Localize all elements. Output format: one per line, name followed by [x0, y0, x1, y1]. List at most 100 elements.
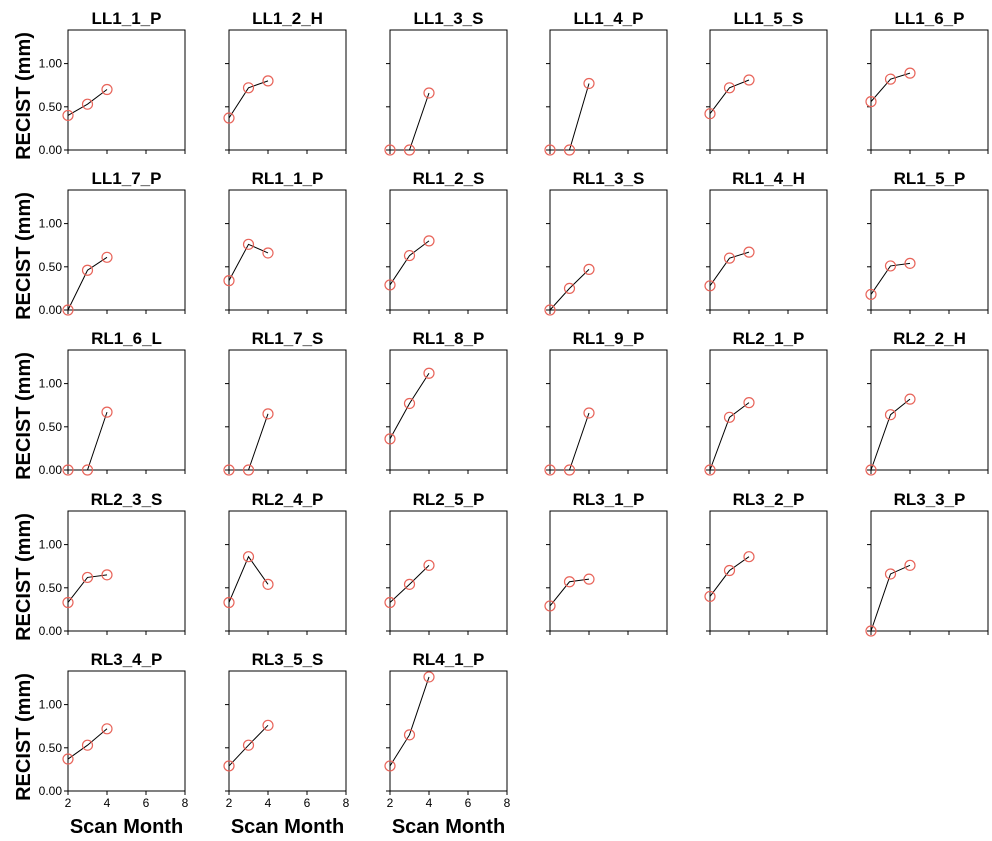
- panel-frame: [709, 189, 828, 311]
- panel-title: LL1_7_P: [92, 169, 162, 188]
- data-point: [62, 596, 74, 609]
- panel-frame: [67, 670, 186, 792]
- series-line: [228, 724, 269, 767]
- panel-title: RL1_8_P: [413, 329, 485, 348]
- data-point: [81, 264, 94, 276]
- panel-title: RL3_5_S: [252, 650, 324, 669]
- y-tick-label: 0.50: [39, 260, 63, 274]
- data-point: [101, 251, 113, 263]
- x-tick-label: 4: [265, 796, 272, 810]
- data-point: [223, 464, 235, 476]
- panel-title: RL4_1_P: [413, 650, 485, 669]
- data-point: [223, 112, 235, 124]
- panel-frame: [549, 189, 668, 311]
- data-point: [81, 739, 94, 751]
- data-point: [423, 235, 435, 247]
- panel-title: RL1_9_P: [573, 329, 645, 348]
- series-line: [549, 578, 590, 607]
- data-point: [242, 464, 255, 476]
- data-point: [101, 723, 113, 735]
- x-tick-label: 4: [104, 796, 111, 810]
- data-point: [403, 729, 416, 741]
- data-point: [81, 98, 94, 110]
- data-point: [865, 464, 877, 476]
- data-point: [583, 573, 595, 585]
- data-point: [62, 304, 74, 316]
- series-line: [68, 411, 108, 471]
- panel-title: LL1_2_H: [252, 9, 323, 28]
- x-tick-label: 2: [65, 796, 72, 810]
- data-point: [423, 671, 435, 683]
- series-line: [67, 256, 108, 311]
- panel-frame: [389, 189, 508, 311]
- data-point: [743, 74, 755, 86]
- panel-frame: [389, 670, 508, 792]
- series-line: [709, 556, 750, 597]
- y-tick-label: 0.00: [39, 303, 63, 317]
- y-axis-label: RECIST (mm): [13, 513, 35, 641]
- series-line: [550, 412, 590, 471]
- series-line: [870, 262, 911, 295]
- series-line: [228, 80, 269, 119]
- x-tick-label: 6: [465, 796, 472, 810]
- data-point: [704, 280, 716, 292]
- panel-frame: [870, 29, 989, 151]
- panel-frame: [228, 189, 347, 311]
- data-point: [262, 247, 274, 259]
- data-point: [904, 67, 916, 79]
- data-point: [223, 275, 235, 287]
- panel-title: RL3_3_P: [894, 490, 966, 509]
- data-point: [403, 578, 416, 590]
- data-point: [865, 625, 877, 637]
- data-point: [544, 144, 556, 156]
- data-point: [62, 753, 74, 765]
- panel-frame: [870, 510, 989, 632]
- panel-frame: [67, 189, 186, 311]
- panel-title: RL3_2_P: [733, 490, 805, 509]
- panel-RL1_7_S: RL1_7_S: [223, 329, 347, 476]
- x-axis-label: Scan Month: [70, 816, 183, 838]
- panel-RL1_4_H: RL1_4_H: [704, 169, 828, 314]
- x-tick-label: 6: [304, 796, 311, 810]
- panel-frame: [228, 29, 347, 151]
- panel-title: RL1_7_S: [252, 329, 324, 348]
- data-point: [384, 144, 396, 156]
- panel-LL1_1_P: LL1_1_P 0.00 0.50 1.00: [39, 9, 186, 157]
- panel-title: LL1_6_P: [895, 9, 965, 28]
- panel-RL3_4_P: RL3_4_P 2 4 6 8 0.00 0.50 1.00: [39, 650, 189, 810]
- series-line: [389, 372, 430, 440]
- panel-RL3_3_P: RL3_3_P: [865, 490, 989, 637]
- panel-RL1_2_S: RL1_2_S: [384, 169, 508, 314]
- panel-title: RL2_3_S: [91, 490, 163, 509]
- panel-title: RL3_1_P: [573, 490, 645, 509]
- panel-title: RL1_6_L: [91, 329, 162, 348]
- data-point: [384, 279, 396, 291]
- data-point: [704, 108, 716, 120]
- panel-title: RL1_5_P: [894, 169, 966, 188]
- y-tick-label: 0.00: [39, 784, 63, 798]
- panel-title: RL3_4_P: [91, 650, 163, 669]
- data-point: [583, 407, 595, 419]
- data-point: [583, 263, 595, 275]
- x-tick-label: 2: [387, 796, 394, 810]
- y-axis-label: RECIST (mm): [13, 352, 35, 480]
- panel-RL2_5_P: RL2_5_P: [384, 490, 508, 635]
- panel-title: RL2_2_H: [893, 329, 966, 348]
- panel-RL1_6_L: RL1_6_L 0.00 0.50 1.00: [39, 329, 186, 477]
- data-point: [81, 464, 94, 476]
- data-point: [384, 596, 396, 609]
- x-axis-label: Scan Month: [231, 816, 344, 838]
- data-point: [101, 406, 113, 418]
- panel-frame: [709, 349, 828, 471]
- panel-title: LL1_5_S: [734, 9, 804, 28]
- panel-RL1_3_S: RL1_3_S: [544, 169, 668, 316]
- panel-frame: [709, 510, 828, 632]
- y-tick-label: 0.00: [39, 143, 63, 157]
- data-point: [743, 397, 755, 409]
- y-axis-label: RECIST (mm): [13, 673, 35, 801]
- data-point: [723, 411, 736, 423]
- series-line: [67, 574, 108, 603]
- panel-title: RL1_2_S: [413, 169, 485, 188]
- panel-LL1_2_H: LL1_2_H: [223, 9, 347, 154]
